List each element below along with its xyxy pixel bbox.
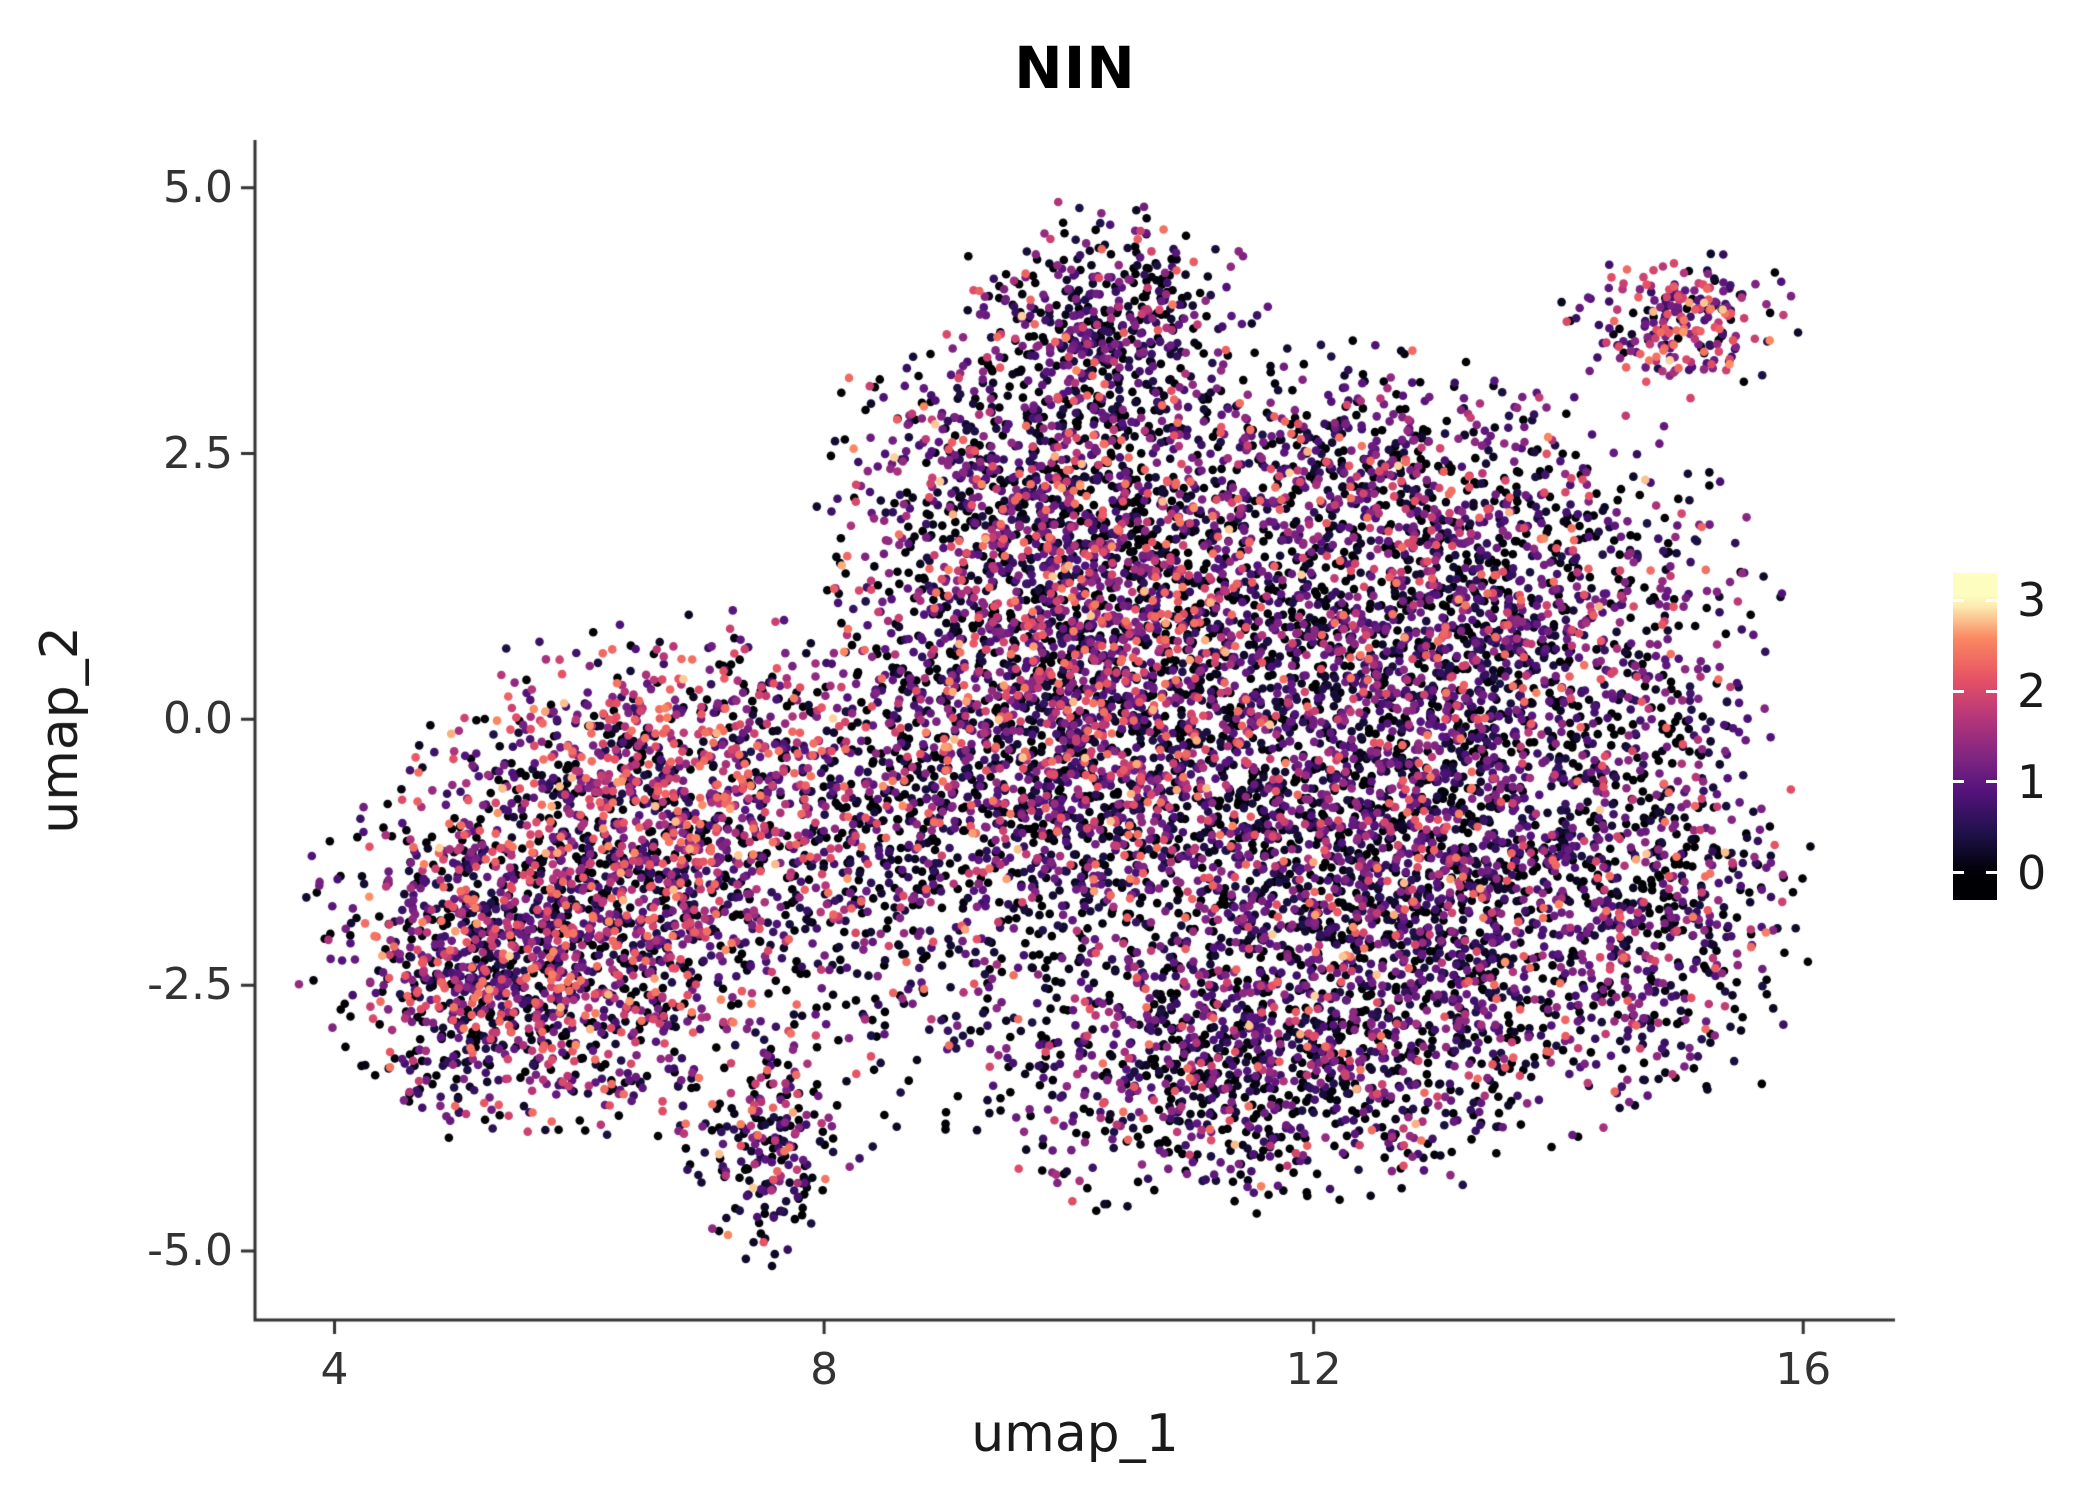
colorbar-tick xyxy=(1953,598,1964,602)
y-tick-label: 0.0 xyxy=(163,693,233,745)
y-tick-label: -2.5 xyxy=(147,959,233,1011)
colorbar-tick xyxy=(1986,871,1997,875)
colorbar xyxy=(1953,573,1997,900)
y-tick-label: 5.0 xyxy=(163,161,233,213)
x-tick-label: 4 xyxy=(320,1344,349,1395)
colorbar-tick-label: 0 xyxy=(2017,845,2047,900)
y-tick-label: -5.0 xyxy=(147,1224,233,1276)
colorbar-tick xyxy=(1986,689,1997,693)
colorbar-tick xyxy=(1986,780,1997,784)
colorbar-gradient xyxy=(1953,573,1997,900)
colorbar-tick-label: 1 xyxy=(2017,754,2047,809)
colorbar-tick-label: 3 xyxy=(2017,573,2047,628)
x-tick-label: 8 xyxy=(810,1344,839,1395)
colorbar-tick xyxy=(1986,598,1997,602)
colorbar-tick xyxy=(1953,689,1964,693)
x-axis-label: umap_1 xyxy=(971,1404,1179,1464)
y-axis-label: umap_2 xyxy=(30,626,90,834)
x-tick-label: 12 xyxy=(1285,1344,1342,1395)
colorbar-tick-label: 2 xyxy=(2017,664,2047,719)
x-tick-label: 16 xyxy=(1775,1344,1832,1395)
chart-title: NIN xyxy=(1014,34,1136,102)
colorbar-tick xyxy=(1953,871,1964,875)
colorbar-tick xyxy=(1953,780,1964,784)
y-tick-label: 2.5 xyxy=(163,427,233,479)
